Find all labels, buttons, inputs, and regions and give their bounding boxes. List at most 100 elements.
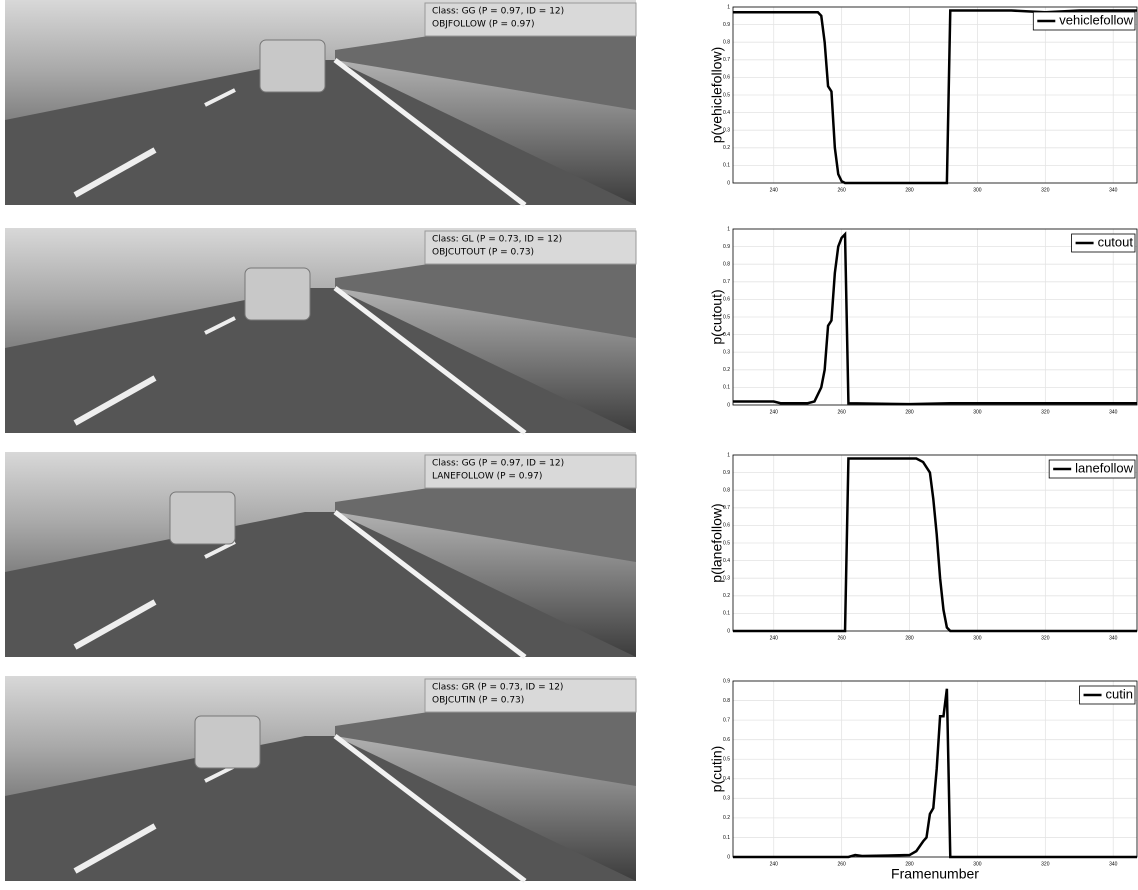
y-axis-label: p(vehiclefollow) — [709, 47, 725, 143]
y-tick-label: 0.4 — [723, 110, 730, 116]
y-tick-label: 0.2 — [723, 815, 730, 821]
overlay-text: Class: GR (P = 0.73, ID = 12) — [432, 683, 563, 693]
x-tick-label: 340 — [1109, 635, 1118, 641]
y-axis-label: p(lanefollow) — [709, 503, 725, 582]
plot-frame — [732, 680, 1138, 858]
y-tick-label: 0.2 — [723, 145, 730, 151]
y-tick-label: 0.3 — [723, 796, 730, 802]
x-axis-label: Framenumber — [891, 866, 979, 882]
data-line — [733, 231, 1137, 406]
road-edge — [333, 286, 527, 435]
y-tick-label: 0.1 — [723, 611, 730, 617]
x-tick-label: 340 — [1109, 409, 1118, 415]
legend-label: vehiclefollow — [1059, 12, 1133, 27]
y-axis-label: p(cutout) — [709, 289, 725, 344]
y-tick-label: 0.8 — [723, 488, 730, 494]
x-tick-label: 240 — [770, 635, 779, 641]
lane-marking — [204, 316, 236, 335]
overlay-box — [424, 2, 637, 37]
lane-marking — [73, 599, 157, 650]
x-tick-label: 240 — [770, 187, 779, 193]
legend-box — [1071, 233, 1136, 253]
car — [244, 267, 311, 321]
y-tick-label: 0 — [727, 402, 730, 408]
y-tick-label: 0.9 — [723, 22, 730, 28]
overlay-text: Class: GG (P = 0.97, ID = 12) — [432, 459, 564, 469]
y-tick-label: 0.5 — [723, 757, 730, 763]
overlay-box — [424, 678, 637, 713]
y-tick-label: 0.3 — [723, 128, 730, 134]
overlay-box — [424, 454, 637, 489]
y-tick-label: 0 — [727, 180, 730, 186]
legend-label: cutout — [1098, 234, 1134, 249]
plot-frame — [732, 454, 1138, 632]
x-tick-label: 300 — [973, 861, 982, 867]
overlay-text: Class: GL (P = 0.73, ID = 12) — [432, 235, 562, 245]
legend-label: lanefollow — [1075, 460, 1133, 475]
x-tick-label: 240 — [770, 409, 779, 415]
y-tick-label: 0.3 — [723, 576, 730, 582]
x-tick-label: 300 — [973, 187, 982, 193]
y-tick-label: 0.9 — [723, 470, 730, 476]
y-tick-label: 0.5 — [723, 540, 730, 546]
y-tick-label: 0.4 — [723, 776, 730, 782]
y-tick-label: 0.5 — [723, 314, 730, 320]
road-edge — [333, 58, 527, 207]
lane-marking — [73, 375, 157, 426]
y-tick-label: 0.1 — [723, 835, 730, 841]
y-tick-label: 0.3 — [723, 350, 730, 356]
legend-box — [1032, 11, 1136, 31]
x-tick-label: 280 — [905, 861, 914, 867]
road-edge — [333, 510, 527, 659]
x-tick-label: 320 — [1041, 409, 1050, 415]
y-tick-label: 1 — [727, 452, 730, 458]
overlay-text: Class: GG (P = 0.97, ID = 12) — [432, 7, 564, 17]
y-tick-label: 0.4 — [723, 332, 730, 338]
y-tick-label: 0.7 — [723, 505, 730, 511]
plot-frame — [732, 228, 1138, 406]
y-tick-label: 0.6 — [723, 297, 730, 303]
y-tick-label: 0.9 — [723, 244, 730, 250]
data-line — [733, 457, 1137, 633]
road-edge — [333, 734, 527, 883]
overlay-text: OBJFOLLOW (P = 0.97) — [432, 20, 534, 30]
car — [169, 491, 236, 545]
x-tick-label: 280 — [905, 187, 914, 193]
car — [194, 715, 261, 769]
overlay-text: OBJCUTIN (P = 0.73) — [432, 696, 524, 706]
y-tick-label: 0.9 — [723, 678, 730, 684]
legend-box — [1079, 685, 1136, 705]
x-tick-label: 240 — [770, 861, 779, 867]
lane-marking — [204, 88, 236, 107]
x-tick-label: 320 — [1041, 187, 1050, 193]
lane-marking — [73, 823, 157, 874]
y-tick-label: 0.7 — [723, 717, 730, 723]
y-tick-label: 0.1 — [723, 385, 730, 391]
x-tick-label: 340 — [1109, 187, 1118, 193]
y-tick-label: 0.8 — [723, 40, 730, 46]
y-tick-label: 1 — [727, 226, 730, 232]
y-tick-label: 0.8 — [723, 698, 730, 704]
y-tick-label: 0 — [727, 854, 730, 860]
x-tick-label: 260 — [837, 861, 846, 867]
y-tick-label: 0.5 — [723, 92, 730, 98]
car — [259, 39, 326, 93]
y-tick-label: 0.2 — [723, 593, 730, 599]
overlay-text: LANEFOLLOW (P = 0.97) — [432, 472, 542, 482]
y-tick-label: 0 — [727, 628, 730, 634]
y-tick-label: 0.7 — [723, 57, 730, 63]
x-tick-label: 340 — [1109, 861, 1118, 867]
legend-label: cutin — [1106, 686, 1133, 701]
lane-marking — [73, 147, 157, 198]
y-tick-label: 0.2 — [723, 367, 730, 373]
x-tick-label: 260 — [837, 635, 846, 641]
x-tick-label: 320 — [1041, 861, 1050, 867]
y-tick-label: 0.1 — [723, 163, 730, 169]
data-line — [733, 688, 1137, 859]
overlay-text: OBJCUTOUT (P = 0.73) — [432, 248, 534, 258]
y-tick-label: 1 — [727, 4, 730, 10]
x-tick-label: 320 — [1041, 635, 1050, 641]
x-tick-label: 300 — [973, 635, 982, 641]
y-tick-label: 0.6 — [723, 523, 730, 529]
